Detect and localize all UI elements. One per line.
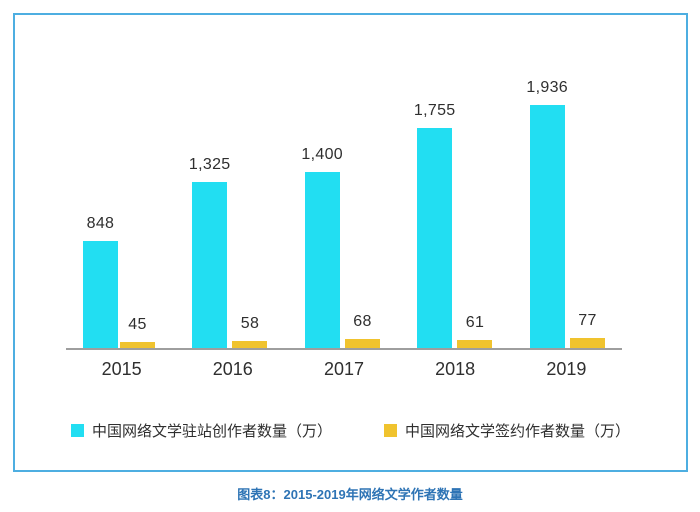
- plot-wrap: 848 45 1,325 58 1,400 68 1,755 61 1,936 77 2015 20…: [66, 63, 622, 380]
- bar-group-2016: 1,325 58: [189, 156, 268, 348]
- bar-group-2019: 1,936 77: [526, 79, 605, 348]
- bar-resident-creators-2019: [529, 105, 565, 348]
- value-label-resident-creators-2018: 1,755: [413, 102, 456, 119]
- value-label-resident-creators-2017: 1,400: [301, 146, 343, 163]
- bar-wrap-signed-authors-2017: 68: [344, 313, 380, 348]
- bar-resident-creators-2016: [192, 182, 228, 348]
- value-label-resident-creators-2019: 1,936: [526, 79, 568, 96]
- bar-signed-authors-2015: [119, 342, 155, 348]
- legend-item-resident-creators: 中国网络文学驻站创作者数量（万）: [70, 420, 332, 441]
- chart-frame: 848 45 1,325 58 1,400 68 1,755 61 1,936 77 2015 20…: [13, 13, 688, 472]
- bar-group-2017: 1,400 68: [301, 146, 380, 348]
- value-label-resident-creators-2016: 1,325: [188, 156, 231, 173]
- cyan-legend-swatch: [70, 424, 84, 437]
- legend-label-signed-authors: 中国网络文学签约作者数量（万）: [405, 423, 631, 440]
- bar-wrap-signed-authors-2018: 61: [457, 314, 493, 348]
- yellow-legend-swatch: [384, 424, 397, 437]
- plot-area: 848 45 1,325 58 1,400 68 1,755 61 1,936 77: [66, 63, 622, 350]
- legend: 中国网络文学驻站创作者数量（万） 中国网络文学签约作者数量（万）: [15, 420, 686, 441]
- bar-wrap-resident-creators-2015: 848: [82, 215, 118, 348]
- value-label-signed-authors-2015: 45: [128, 316, 147, 333]
- bar-signed-authors-2017: [344, 339, 380, 348]
- bar-wrap-signed-authors-2016: 58: [232, 315, 268, 348]
- bar-signed-authors-2018: [457, 340, 493, 348]
- x-tick-2017: 2017: [323, 359, 364, 379]
- bar-wrap-resident-creators-2019: 1,936: [526, 79, 568, 348]
- bar-wrap-resident-creators-2017: 1,400: [301, 146, 343, 348]
- bar-wrap-resident-creators-2016: 1,325: [189, 156, 231, 348]
- bar-signed-authors-2016: [232, 341, 268, 348]
- x-tick-2016: 2016: [212, 359, 253, 379]
- bar-wrap-signed-authors-2019: 77: [569, 312, 605, 348]
- legend-item-signed-authors: 中国网络文学签约作者数量（万）: [384, 420, 630, 441]
- bar-group-2015: 848 45: [82, 215, 155, 348]
- x-tick-2018: 2018: [435, 359, 476, 379]
- value-label-signed-authors-2019: 77: [578, 312, 597, 329]
- bar-resident-creators-2015: [82, 241, 118, 348]
- bar-wrap-resident-creators-2018: 1,755: [414, 102, 456, 348]
- x-axis-labels: 2015 2016 2017 2018 2019: [66, 350, 622, 380]
- chart-caption: 图表8：2015-2019年网络文学作者数量: [237, 487, 463, 502]
- bar-group-2018: 1,755 61: [414, 102, 493, 348]
- bar-wrap-signed-authors-2015: 45: [119, 316, 155, 348]
- legend-label-resident-creators: 中国网络文学驻站创作者数量（万）: [91, 423, 332, 440]
- x-tick-2019: 2019: [546, 359, 587, 379]
- bar-resident-creators-2018: [417, 128, 453, 348]
- bar-signed-authors-2019: [569, 338, 605, 348]
- value-label-signed-authors-2018: 61: [465, 314, 485, 331]
- value-label-signed-authors-2017: 68: [353, 313, 372, 330]
- value-label-signed-authors-2016: 58: [240, 315, 260, 332]
- value-label-resident-creators-2015: 848: [86, 215, 115, 232]
- bar-resident-creators-2017: [304, 172, 340, 348]
- x-tick-2015: 2015: [101, 359, 142, 379]
